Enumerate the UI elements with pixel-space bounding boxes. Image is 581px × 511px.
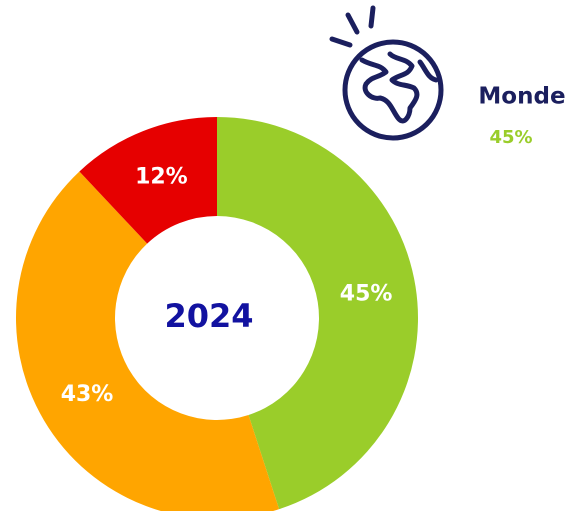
annotation-title: Monde	[478, 84, 565, 110]
annotation-value: 45%	[489, 127, 532, 148]
slice-label: 43%	[61, 382, 114, 407]
globe-icon	[329, 5, 444, 141]
center-label: 2024	[164, 297, 253, 335]
donut-slice	[16, 171, 280, 511]
slice-label: 45%	[340, 281, 393, 306]
slice-label: 12%	[135, 165, 188, 190]
donut-slice	[217, 117, 418, 510]
donut-slice	[79, 117, 217, 244]
